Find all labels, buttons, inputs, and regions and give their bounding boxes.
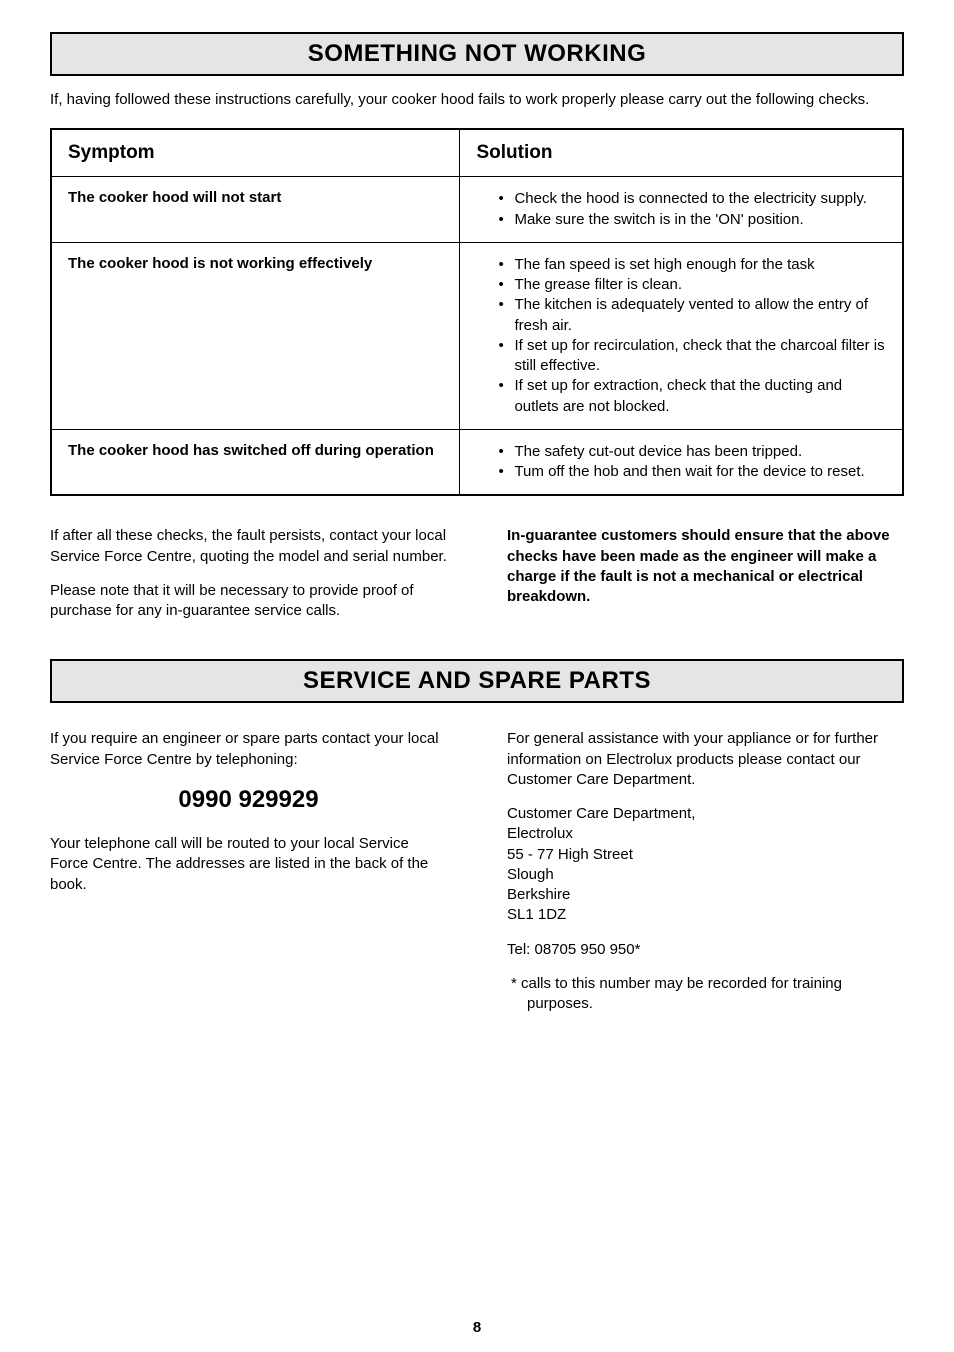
table-row: The cooker hood is not working effective… [51,242,903,429]
section-heading-box: SERVICE AND SPARE PARTS [50,659,904,703]
solution-item: Check the hood is connected to the elect… [498,189,886,209]
address-line: Customer Care Department, [507,805,695,822]
solution-list: Check the hood is connected to the elect… [476,189,886,230]
section-title: SOMETHING NOT WORKING [52,40,902,68]
address-line: 55 - 77 High Street [507,846,633,863]
service-left-column: If you require an engineer or spare part… [50,729,447,1028]
service-right-intro: For general assistance with your applian… [507,729,904,790]
solution-item: The grease filter is clean. [498,275,886,295]
service-left-after: Your telephone call will be routed to yo… [50,834,447,895]
header-solution: Solution [460,129,903,177]
table-header-row: Symptom Solution [51,129,903,177]
address-line: Berkshire [507,886,570,903]
tel-line: Tel: 08705 950 950* [507,940,904,960]
solution-item: Tum off the hob and then wait for the de… [498,462,886,482]
address-line: SL1 1DZ [507,906,566,923]
solution-item: If set up for recirculation, check that … [498,336,886,377]
footnote: * calls to this number may be recorded f… [507,974,904,1015]
after-left-p1: If after all these checks, the fault per… [50,526,447,567]
after-left-column: If after all these checks, the fault per… [50,526,447,635]
page-number: 8 [0,1319,954,1336]
solution-cell: The fan speed is set high enough for the… [460,242,903,429]
service-left-intro: If you require an engineer or spare part… [50,729,447,770]
service-columns: If you require an engineer or spare part… [50,729,904,1028]
header-symptom: Symptom [51,129,460,177]
solution-cell: The safety cut-out device has been tripp… [460,429,903,495]
solution-item: The kitchen is adequately vented to allo… [498,295,886,336]
intro-text: If, having followed these instructions c… [50,90,904,110]
solution-list: The safety cut-out device has been tripp… [476,442,886,483]
section-title: SERVICE AND SPARE PARTS [52,667,902,695]
solution-cell: Check the hood is connected to the elect… [460,177,903,243]
service-right-column: For general assistance with your applian… [507,729,904,1028]
after-table-columns: If after all these checks, the fault per… [50,526,904,635]
after-right-column: In-guarantee customers should ensure tha… [507,526,904,635]
solution-item: The safety cut-out device has been tripp… [498,442,886,462]
after-left-p2: Please note that it will be necessary to… [50,581,447,622]
troubleshooting-table: Symptom Solution The cooker hood will no… [50,128,904,496]
solution-item: Make sure the switch is in the 'ON' posi… [498,210,886,230]
after-right-bold: In-guarantee customers should ensure tha… [507,526,904,607]
phone-number: 0990 929929 [50,784,447,816]
address-line: Slough [507,866,554,883]
symptom-cell: The cooker hood is not working effective… [51,242,460,429]
address-line: Electrolux [507,825,573,842]
table-row: The cooker hood will not start Check the… [51,177,903,243]
section-heading-box: SOMETHING NOT WORKING [50,32,904,76]
symptom-cell: The cooker hood has switched off during … [51,429,460,495]
solution-item: If set up for extraction, check that the… [498,376,886,417]
symptom-cell: The cooker hood will not start [51,177,460,243]
solution-item: The fan speed is set high enough for the… [498,255,886,275]
table-row: The cooker hood has switched off during … [51,429,903,495]
address-block: Customer Care Department, Electrolux 55 … [507,804,904,926]
solution-list: The fan speed is set high enough for the… [476,255,886,417]
